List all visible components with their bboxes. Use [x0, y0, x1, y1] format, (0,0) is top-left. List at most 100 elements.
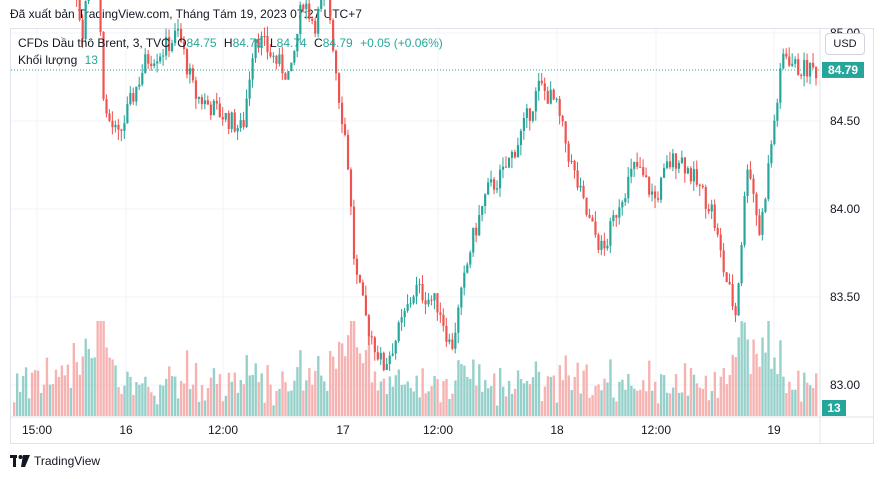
candle-body	[433, 293, 436, 301]
volume-bar	[343, 356, 347, 416]
candle-body	[132, 93, 135, 102]
volume-bar	[352, 321, 356, 416]
candle-body	[415, 284, 418, 297]
candle-body	[481, 206, 484, 215]
volume-bar	[815, 373, 818, 416]
volume-bar	[507, 380, 511, 416]
candle-body	[251, 58, 254, 80]
volume-bar	[36, 370, 40, 416]
candle-body	[463, 272, 466, 288]
candle-body	[501, 166, 505, 170]
candle-body	[588, 214, 591, 218]
volume-bar	[203, 400, 207, 416]
candle-body	[150, 63, 153, 67]
last-volume-label: 13	[827, 401, 841, 415]
candle-body	[537, 80, 540, 92]
volume-bar	[388, 376, 392, 416]
candle-body	[448, 339, 451, 342]
candle-body	[731, 284, 734, 307]
volume-bar	[212, 368, 216, 416]
volume-bar	[454, 380, 457, 416]
volume-bar	[87, 348, 90, 416]
volume-bar	[340, 343, 344, 416]
volume-bar	[117, 387, 120, 416]
volume-bar	[308, 368, 311, 416]
currency-button[interactable]: USD	[825, 33, 865, 55]
volume-bar	[370, 382, 374, 416]
candle-body	[233, 112, 236, 132]
volume-bar	[701, 388, 705, 416]
candle-body	[457, 307, 460, 333]
candle-body	[168, 37, 171, 52]
volume-bar	[144, 376, 147, 416]
volume-bar	[651, 390, 654, 416]
candle-body	[78, 0, 81, 20]
candle-body	[111, 120, 114, 128]
candle-body	[791, 63, 794, 66]
candle-body	[543, 83, 546, 91]
candle-body	[117, 124, 120, 130]
volume-bar	[546, 376, 550, 416]
volume-bar	[272, 405, 275, 416]
candle-body	[513, 151, 517, 158]
time-tick-label: 12:00	[423, 423, 453, 437]
volume-bar	[418, 397, 421, 416]
candle-body	[594, 221, 597, 235]
volume-bar	[81, 356, 84, 416]
volume-bar	[504, 396, 508, 416]
candle-body	[242, 120, 245, 128]
candle-body	[528, 108, 531, 121]
low-label: L	[269, 36, 277, 50]
candle-body	[245, 98, 248, 128]
last-price-marker	[822, 61, 864, 78]
volume-bar	[191, 384, 195, 416]
candle-body	[713, 204, 716, 229]
volume-bar	[683, 363, 687, 416]
volume-bar	[665, 392, 669, 416]
volume-bar	[126, 371, 129, 416]
time-tick-label: 19	[767, 423, 781, 437]
volume-bar	[412, 391, 415, 416]
candle-body	[206, 100, 209, 105]
volume-bar	[257, 382, 260, 416]
candle-body	[376, 352, 379, 360]
volume-bar	[99, 321, 102, 416]
volume-bar	[442, 381, 445, 416]
candle-body	[394, 340, 397, 354]
candle-body	[737, 283, 740, 316]
volume-bar	[612, 397, 615, 416]
candle-body	[451, 339, 454, 349]
volume-bar	[194, 362, 198, 416]
volume-bar	[591, 395, 594, 416]
tradingview-logo[interactable]: TradingView	[10, 454, 100, 468]
volume-bar	[498, 367, 502, 416]
volume-bar	[728, 374, 731, 416]
candle-body	[484, 194, 487, 207]
candle-body	[412, 296, 415, 304]
candle-body	[272, 55, 275, 57]
volume-bar	[785, 393, 788, 416]
volume-bar	[153, 395, 156, 416]
volume-bar	[403, 384, 406, 416]
candle-body	[200, 96, 204, 105]
candle-body	[803, 59, 806, 76]
candle-body	[352, 206, 356, 259]
candle-body	[674, 153, 678, 169]
candle-body	[692, 169, 695, 182]
candle-body	[335, 50, 338, 74]
candle-body	[182, 41, 186, 50]
volume-bar	[105, 347, 108, 416]
legend-ohlc: CFDs Dầu thô Brent, 3, TVC O84.75 H84.79…	[18, 36, 443, 50]
volume-bar	[120, 393, 123, 416]
candle-body	[806, 59, 809, 77]
time-tick-label: 15:00	[22, 423, 52, 437]
volume-bar	[361, 363, 365, 416]
candle-body	[299, 4, 302, 35]
candle-body	[734, 306, 737, 316]
volume-bar	[260, 373, 263, 416]
candle-body	[254, 38, 257, 59]
volume-bar	[558, 365, 561, 416]
candle-body	[633, 161, 636, 169]
